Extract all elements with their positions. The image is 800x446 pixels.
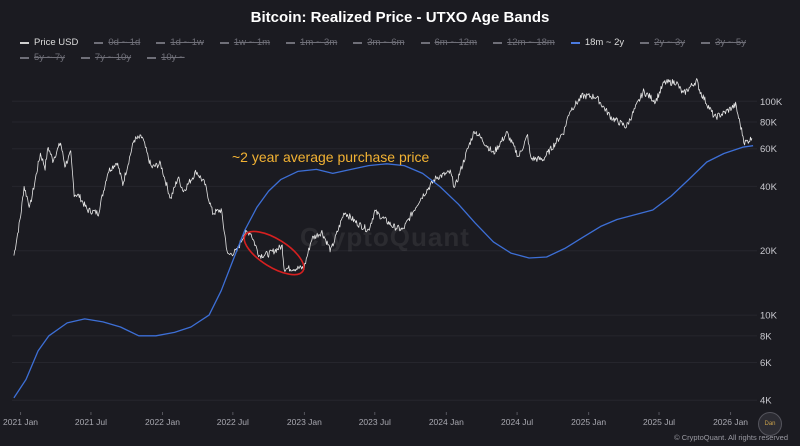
legend-item[interactable]: 5y ~ 7y [20,52,65,63]
y-tick-label: 60K [760,144,778,155]
legend-label: 3y ~ 5y [715,37,746,48]
legend-swatch [570,41,580,44]
legend-swatch [353,41,363,44]
legend-label: 12m ~ 18m [507,37,555,48]
chart-title: Bitcoin: Realized Price - UTXO Age Bands [250,9,550,26]
y-tick-label: 6K [760,358,772,369]
legend-item[interactable]: 1w ~ 1m [219,37,271,48]
legend-swatch [493,41,503,44]
legend-swatch [80,56,90,59]
legend-item[interactable]: 0d ~ 1d [94,37,140,48]
legend-item[interactable]: 12m ~ 18m [493,37,555,48]
legend-label: 5y ~ 7y [34,52,65,63]
x-tick-label: 2023 Jul [359,417,391,427]
legend-label: 1d ~ 1w [170,37,204,48]
realized-price-18m-2y-line [13,145,754,399]
grid-lines [12,100,757,401]
legend-item[interactable]: 7y ~ 10y [80,52,132,63]
x-tick-label: 2022 Jul [217,417,249,427]
legend-label: 7y ~ 10y [94,52,132,63]
y-tick-label: 80K [760,117,778,128]
legend-label: 10y ~ [161,52,185,63]
x-tick-label: 2023 Jan [287,417,322,427]
legend-label: 1m ~ 3m [300,37,338,48]
legend-item[interactable]: 3m ~ 6m [353,37,405,48]
legend-item[interactable]: 18m ~ 2y [570,37,625,48]
price-usd-line [13,78,753,272]
legend-swatch [286,41,296,44]
x-tick-label: 2021 Jan [3,417,38,427]
legend-swatch [420,41,430,44]
y-tick-label: 20K [760,246,778,257]
legend-swatch [701,41,711,44]
legend-item[interactable]: 2y ~ 3y [640,37,685,48]
legend-swatch [219,41,229,44]
legend-swatch [20,41,29,44]
legend-swatch [147,56,157,59]
legend-swatch [640,41,650,44]
legend-swatch [20,56,29,59]
legend-swatch [94,41,104,44]
y-tick-label: 100K [760,97,783,108]
copyright-footer: © CryptoQuant. All rights reserved [674,433,788,442]
x-tick-label: 2025 Jan [571,417,606,427]
logo-badge: Dan [758,412,782,436]
x-tick-label: 2021 Jul [75,417,107,427]
x-tick-label: 2024 Jan [429,417,464,427]
x-tick-label: 2025 Jul [643,417,675,427]
legend-item[interactable]: 3y ~ 5y [701,37,746,48]
annotation-ellipse [243,230,305,276]
watermark: CryptoQuant [300,222,470,252]
annotations: ~2 year average purchase price [232,149,429,276]
legend-label: 0d ~ 1d [108,37,141,48]
legend-label: 18m ~ 2y [584,37,625,48]
y-axis: 4K 6K 8K 10K 20K 40K 60K 80K 100K [760,97,783,407]
x-axis: 2021 Jan 2021 Jul 2022 Jan 2022 Jul 2023 Jan… [3,412,748,427]
chart-legend: Price USD 0d ~ 1d 1d ~ 1w 1w ~ 1m 1m ~ 3m 3m … [20,37,790,63]
legend-label: 6m ~ 12m [434,37,478,48]
y-tick-label: 40K [760,182,778,193]
legend-label: 1w ~ 1m [233,37,271,48]
x-tick-label: 2026 Jan [713,417,748,427]
y-tick-label: 10K [760,311,778,322]
legend-swatch [156,41,166,44]
legend-label: Price USD [34,37,79,48]
legend-item[interactable]: 1d ~ 1w [156,37,204,48]
x-tick-label: 2022 Jan [145,417,180,427]
legend-item[interactable]: 1m ~ 3m [286,37,337,48]
y-tick-label: 4K [760,396,772,407]
x-tick-label: 2024 Jul [501,417,533,427]
legend-label: 3m ~ 6m [367,37,405,48]
legend-item[interactable]: 6m ~ 12m [420,37,478,48]
y-tick-label: 8K [760,331,772,342]
annotation-text: ~2 year average purchase price [232,149,429,165]
legend-item[interactable]: 10y ~ [147,52,185,63]
legend-item[interactable]: Price USD [20,37,78,48]
legend-label: 2y ~ 3y [654,37,686,48]
series-lines [13,78,754,399]
